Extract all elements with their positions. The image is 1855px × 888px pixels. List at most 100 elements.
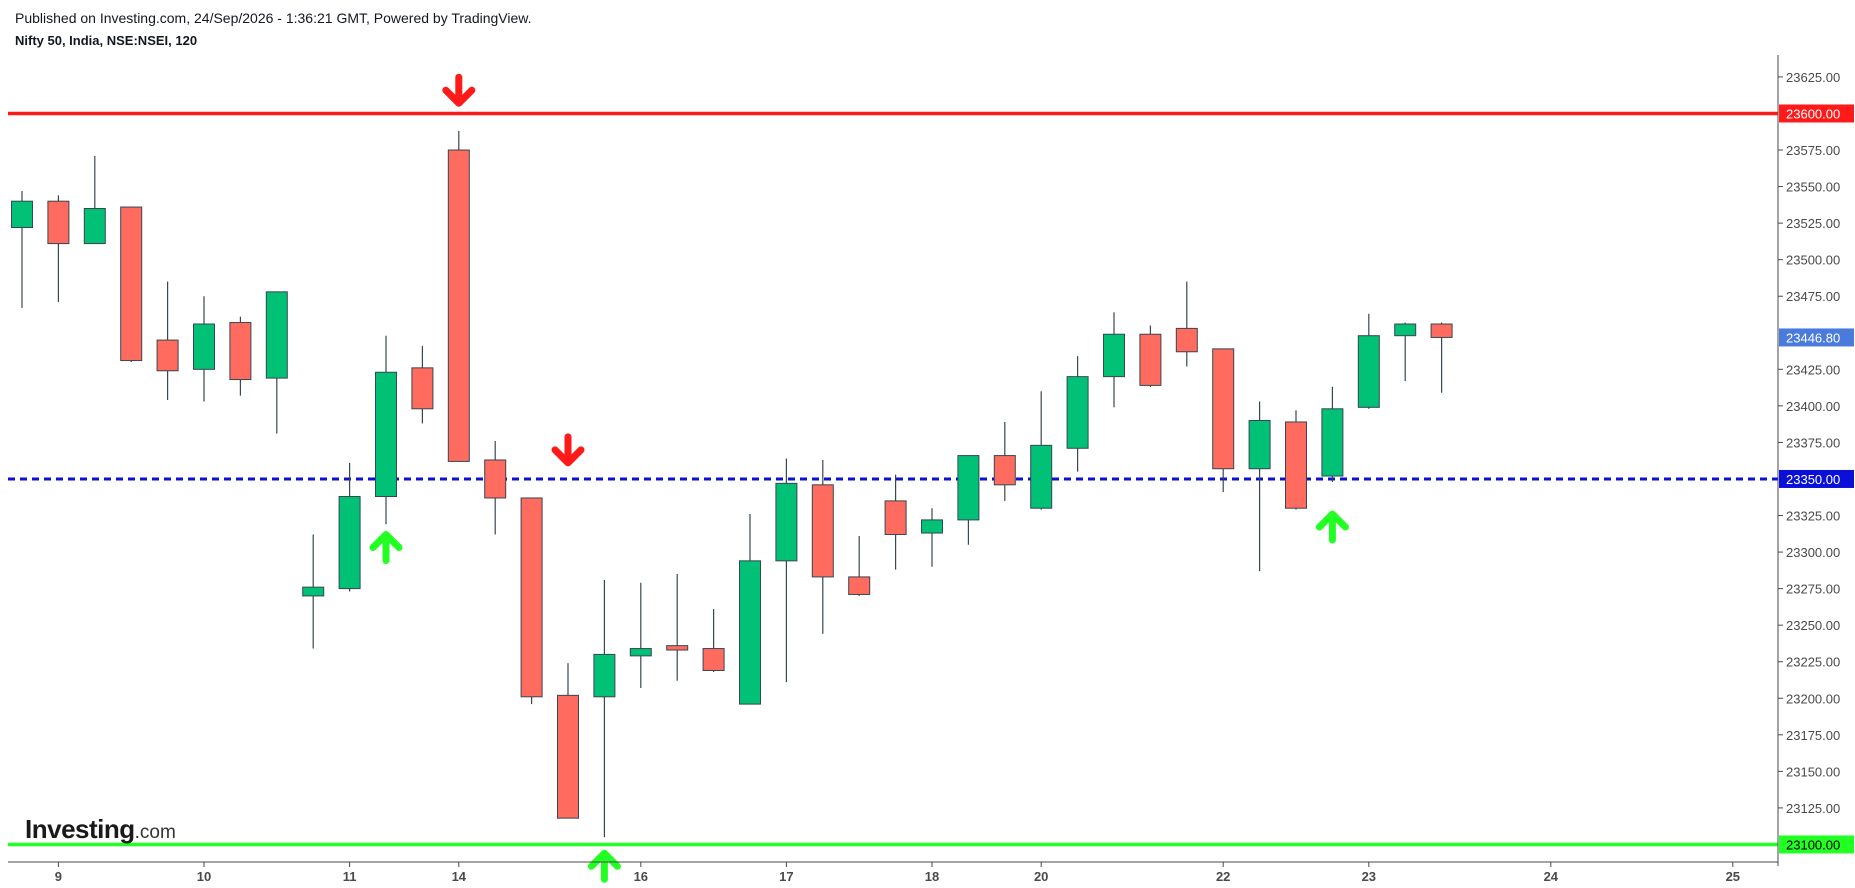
time-tick-label: 17	[779, 869, 793, 884]
brand-suffix: .com	[134, 822, 176, 843]
candle-body	[520, 497, 543, 698]
candle-body	[265, 291, 288, 379]
candle-body	[156, 339, 179, 372]
level-label-bg-pivot	[1779, 469, 1854, 488]
candle-body	[11, 200, 33, 229]
last-price-label-bg	[1779, 328, 1854, 347]
candle-body	[957, 455, 980, 521]
candle-down	[520, 497, 543, 705]
price-tick-label: 23500.00	[1786, 253, 1840, 268]
candle-down	[884, 474, 907, 570]
price-tick-label: 23200.00	[1786, 691, 1840, 706]
arrow-up-icon	[1315, 510, 1349, 544]
candle-up	[1357, 313, 1380, 409]
candle-body	[1103, 333, 1125, 378]
candle-body	[1248, 419, 1271, 470]
candle-body	[338, 496, 361, 590]
arrow-down-icon	[551, 433, 585, 467]
candle-body	[1321, 408, 1344, 477]
arrow-up-icon	[587, 849, 621, 883]
candle-body	[302, 586, 325, 597]
investing-logo: Investing.com	[25, 814, 176, 845]
candle-body	[1066, 376, 1089, 449]
candle-down	[1285, 410, 1307, 510]
candle-up	[1394, 322, 1417, 382]
level-label-support: 23100.00	[1786, 837, 1840, 852]
candle-body	[375, 371, 397, 498]
price-tick-label: 23625.00	[1786, 70, 1840, 85]
price-tick-label: 23525.00	[1786, 216, 1840, 231]
candle-body	[739, 560, 761, 705]
candle-body	[1394, 323, 1417, 337]
price-tick-label: 23400.00	[1786, 399, 1840, 414]
candle-down	[557, 663, 579, 819]
symbol-title: Nifty 50, India, NSE:NSEI, 120	[15, 33, 198, 48]
candle-down	[156, 281, 179, 401]
candle-up	[11, 190, 33, 308]
candle-body	[557, 694, 579, 819]
candle-down	[1212, 348, 1235, 493]
candle-up	[375, 335, 397, 525]
candle-body	[666, 645, 689, 651]
candle-body	[1357, 335, 1380, 408]
price-tick-label: 23425.00	[1786, 362, 1840, 377]
candle-up	[1103, 312, 1125, 408]
candle-body	[848, 576, 871, 595]
candle-down	[484, 440, 507, 535]
price-tick-label: 23475.00	[1786, 289, 1840, 304]
arrow-head	[551, 446, 585, 467]
candle-up	[1321, 386, 1344, 482]
candle-body	[921, 519, 943, 534]
candle-down	[702, 609, 725, 672]
candle-body	[229, 322, 252, 381]
candle-body	[884, 500, 907, 536]
candle-body	[1139, 333, 1162, 386]
time-tick-label: 11	[343, 869, 357, 884]
candle-up	[775, 458, 798, 683]
price-tick-label: 23250.00	[1786, 618, 1840, 633]
candle-up	[921, 508, 943, 567]
level-label-bg-support	[1779, 835, 1854, 854]
candle-body	[120, 206, 143, 362]
level-label-resistance: 23600.00	[1786, 106, 1840, 121]
price-tick-label: 23325.00	[1786, 509, 1840, 524]
candle-down	[1175, 281, 1198, 367]
price-tick-label: 23300.00	[1786, 545, 1840, 560]
time-tick-label: 14	[452, 869, 467, 884]
candle-up	[83, 155, 106, 245]
candle-body	[193, 323, 215, 370]
candle-up	[193, 296, 215, 402]
candle-down	[411, 345, 434, 424]
time-tick-label: 22	[1216, 869, 1230, 884]
time-tick-label: 10	[197, 869, 211, 884]
candle-up	[338, 462, 361, 592]
time-tick-label: 20	[1034, 869, 1048, 884]
arrow-down-icon	[442, 73, 476, 107]
candle-body	[1212, 348, 1235, 470]
time-tick-label: 9	[55, 869, 62, 884]
candle-body	[811, 484, 834, 578]
last-price-label: 23446.80	[1786, 330, 1840, 345]
candle-body	[447, 149, 470, 462]
candle-up	[1030, 391, 1053, 510]
arrow-head	[442, 86, 476, 107]
price-tick-label: 23375.00	[1786, 435, 1840, 450]
candle-up	[265, 291, 288, 434]
candle-body	[1030, 444, 1053, 509]
candle-up	[1066, 356, 1089, 472]
arrow-head	[369, 531, 403, 552]
candle-body	[993, 455, 1016, 486]
candle-body	[83, 208, 106, 245]
candle-body	[1430, 323, 1453, 338]
price-tick-label: 23125.00	[1786, 801, 1840, 816]
candle-down	[666, 573, 689, 681]
candle-up	[302, 534, 325, 649]
candle-down	[47, 195, 70, 303]
candle-body	[411, 367, 434, 410]
candle-down	[993, 421, 1016, 501]
candle-up	[739, 514, 761, 705]
time-tick-label: 24	[1544, 869, 1559, 884]
price-tick-label: 23175.00	[1786, 728, 1840, 743]
time-tick-label: 25	[1726, 869, 1740, 884]
